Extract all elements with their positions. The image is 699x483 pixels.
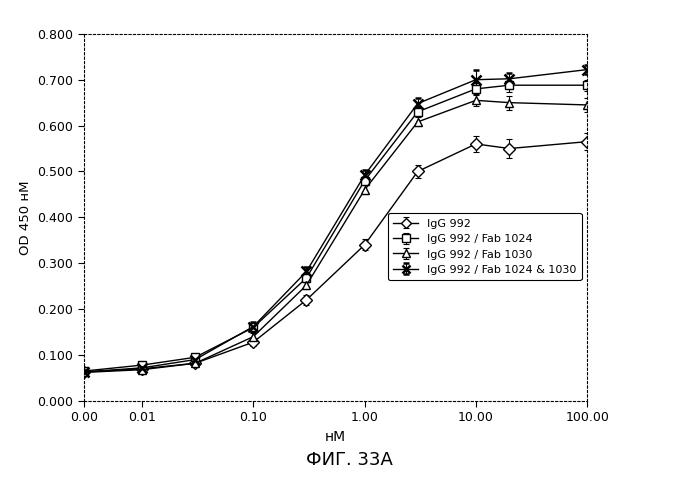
- Legend: IgG 992, IgG 992 / Fab 1024, IgG 992 / Fab 1030, IgG 992 / Fab 1024 & 1030: IgG 992, IgG 992 / Fab 1024, IgG 992 / F…: [388, 213, 582, 281]
- Y-axis label: OD 450 нМ: OD 450 нМ: [19, 180, 32, 255]
- Text: ФИГ. 33A: ФИГ. 33A: [306, 451, 393, 469]
- X-axis label: нМ: нМ: [325, 430, 346, 444]
